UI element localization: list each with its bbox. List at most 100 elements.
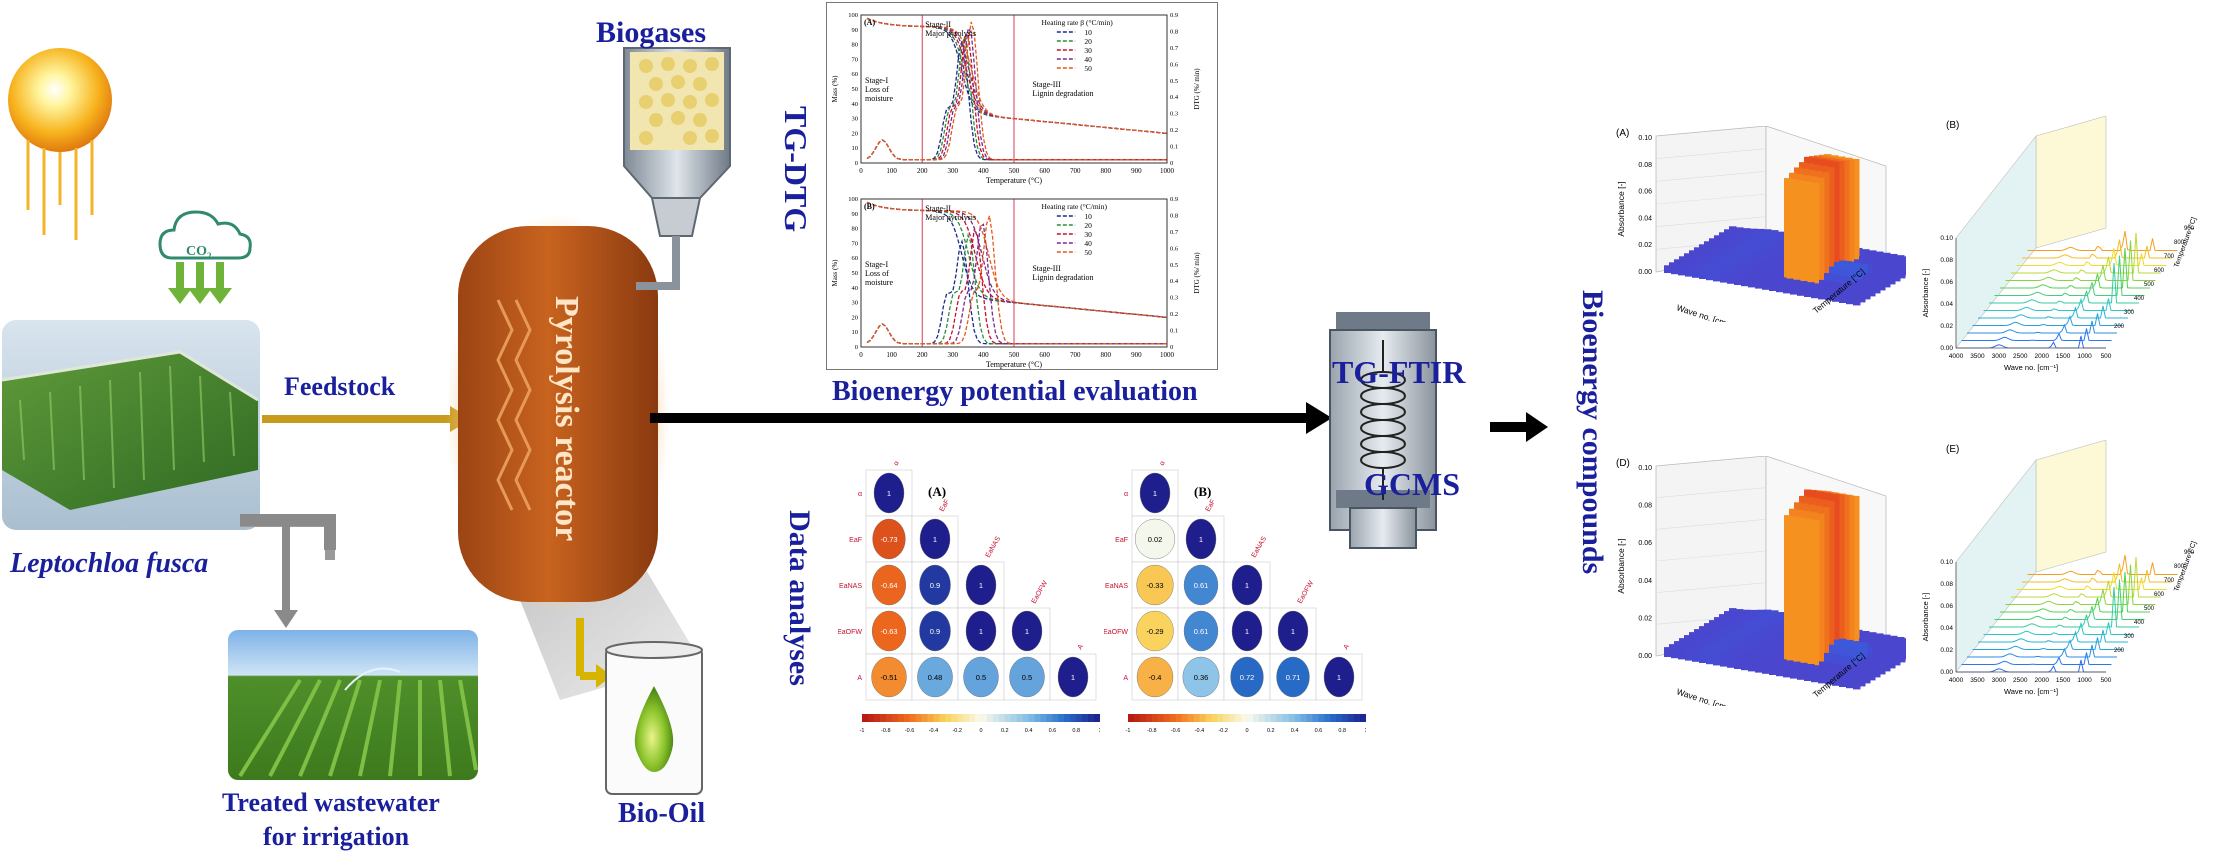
surface-patch: [1704, 241, 1712, 249]
surface-patch: [1764, 258, 1772, 267]
surface-patch: [1877, 267, 1885, 275]
surface-patch: [1825, 292, 1833, 301]
colorbar-segment: [1157, 714, 1165, 722]
y-tick-label: 500: [2144, 606, 2155, 612]
surface-patch: [1777, 273, 1785, 281]
wastewater-label-2: for irrigation: [263, 822, 410, 851]
grid-line: [1655, 519, 1767, 530]
surface-patch: [1859, 283, 1867, 291]
colorbar-tick: -1: [860, 728, 865, 734]
correlation-value: 0.9: [930, 581, 940, 590]
surface-patch: [1827, 166, 1835, 278]
x-axis-label: Wave no. [cm⁻¹]: [1675, 686, 1736, 706]
surface-patch: [1873, 667, 1881, 678]
surface-patch: [1837, 160, 1845, 272]
surface-patch: [1769, 283, 1777, 291]
colorbar-segment: [1064, 714, 1071, 722]
surface-patch: [1822, 507, 1830, 665]
biogas-collector: [623, 47, 731, 290]
dtg-curve-30: [866, 32, 1167, 161]
surface-patch: [1755, 251, 1763, 262]
colorbar-tick: 0.8: [1072, 728, 1080, 734]
feedstock-arrow: [262, 406, 472, 432]
colorbar-segment: [1235, 714, 1242, 722]
co2-arrows-icon: [168, 262, 232, 304]
colorbar-tick: -0.6: [905, 728, 914, 734]
surface-patch: [1819, 279, 1827, 288]
bioenergy-evaluation-label: Bioenergy potential evaluation: [832, 376, 1198, 407]
surface-patch: [1765, 245, 1773, 256]
spectrum-trace: [2022, 239, 2172, 259]
surface-patch: [1669, 262, 1677, 270]
panel-tag: (E): [1946, 444, 1959, 455]
surface-patch: [1770, 271, 1778, 280]
colorbar-tick: 0.8: [1338, 728, 1346, 734]
surface-patch: [1769, 665, 1777, 675]
surface-patch: [1709, 238, 1717, 246]
surface-patch: [1767, 250, 1775, 260]
x-tick-label: 2000: [2034, 677, 2049, 684]
y-left-tick-label: 10: [852, 145, 859, 152]
colorbar-segment: [1229, 714, 1236, 722]
surface-patch: [1847, 285, 1855, 293]
correlation-value: 0.9: [930, 627, 940, 636]
surface-patch: [1846, 296, 1854, 305]
surface-patch: [1765, 274, 1773, 283]
y-tick-label: 700: [2164, 254, 2175, 260]
correlation-value: 0.48: [928, 673, 943, 682]
y-left-tick-label: 20: [852, 314, 859, 321]
stage2-annotation: Major pyrolysis: [925, 213, 976, 222]
colorbar-segment: [927, 714, 934, 722]
surface-patch: [1739, 273, 1747, 282]
surface-patch: [1829, 266, 1837, 282]
spectrum-trace: [2016, 248, 2167, 266]
stage2-annotation: Stage-II: [925, 20, 951, 29]
colorbar-segment: [1022, 714, 1030, 722]
colorbar-segment: [1169, 714, 1177, 722]
x-tick-label: 500: [2101, 677, 2112, 684]
surface-patch: [1786, 278, 1794, 287]
correlation-ellipse: [919, 518, 951, 560]
legend-entry: 30: [1084, 230, 1092, 239]
z-tick-label: 0.00: [1638, 653, 1652, 660]
panel-tag: (B): [1946, 120, 1959, 131]
surface-patch: [1797, 670, 1805, 680]
y-left-tick-label: 30: [852, 300, 859, 307]
correlation-matrix-a: (A) 1 α α -0.73 1 EaF EaF -0.64 0.9 1 EaNAS EaNAS -0.…: [838, 460, 1100, 734]
matrix-var-top: α: [1159, 460, 1167, 467]
surface-patch: [1727, 656, 1735, 668]
correlation-value: 0.61: [1194, 581, 1209, 590]
y-tick-label: 200: [2114, 648, 2125, 654]
correlation-ellipse: [1011, 610, 1043, 652]
y-left-tick-label: 100: [848, 12, 858, 19]
colorbar-segment: [1046, 714, 1053, 722]
surface-patch: [1862, 249, 1870, 257]
z-tick-label: 0.00: [1940, 345, 1953, 352]
colorbar-segment: [1306, 714, 1313, 722]
surface-patch: [1761, 266, 1769, 275]
correlation-ellipse: [1231, 610, 1263, 652]
surface-patch: [1853, 297, 1861, 306]
colorbar-tick: 1: [1364, 728, 1366, 734]
surface-patch: [1784, 515, 1792, 666]
correlation-value: -0.64: [880, 581, 897, 590]
z-tick-label: 0.06: [1940, 603, 1953, 610]
correlation-value: 1: [1245, 581, 1249, 590]
surface-patch: [1854, 286, 1862, 294]
correlation-ellipse: [872, 564, 906, 606]
surface-patch: [1725, 269, 1733, 280]
surface-patch: [1811, 290, 1819, 299]
legend-title: Heating rate (°C/min): [1042, 202, 1108, 211]
surface-patch: [1770, 242, 1778, 253]
surface-patch: [1756, 269, 1764, 278]
panel-tag: (A): [1616, 128, 1629, 139]
surface-patch: [1720, 272, 1728, 283]
legend-entry: 40: [1084, 239, 1092, 248]
surface-patch: [1886, 272, 1894, 281]
x-tick-label: 300: [948, 351, 959, 359]
colorbar-segment: [1276, 714, 1284, 722]
surface-patch: [1817, 513, 1825, 668]
matrix-var-top: EaNAS: [985, 535, 1003, 559]
surface-patch: [1835, 286, 1843, 295]
surface-patch: [1818, 673, 1826, 684]
